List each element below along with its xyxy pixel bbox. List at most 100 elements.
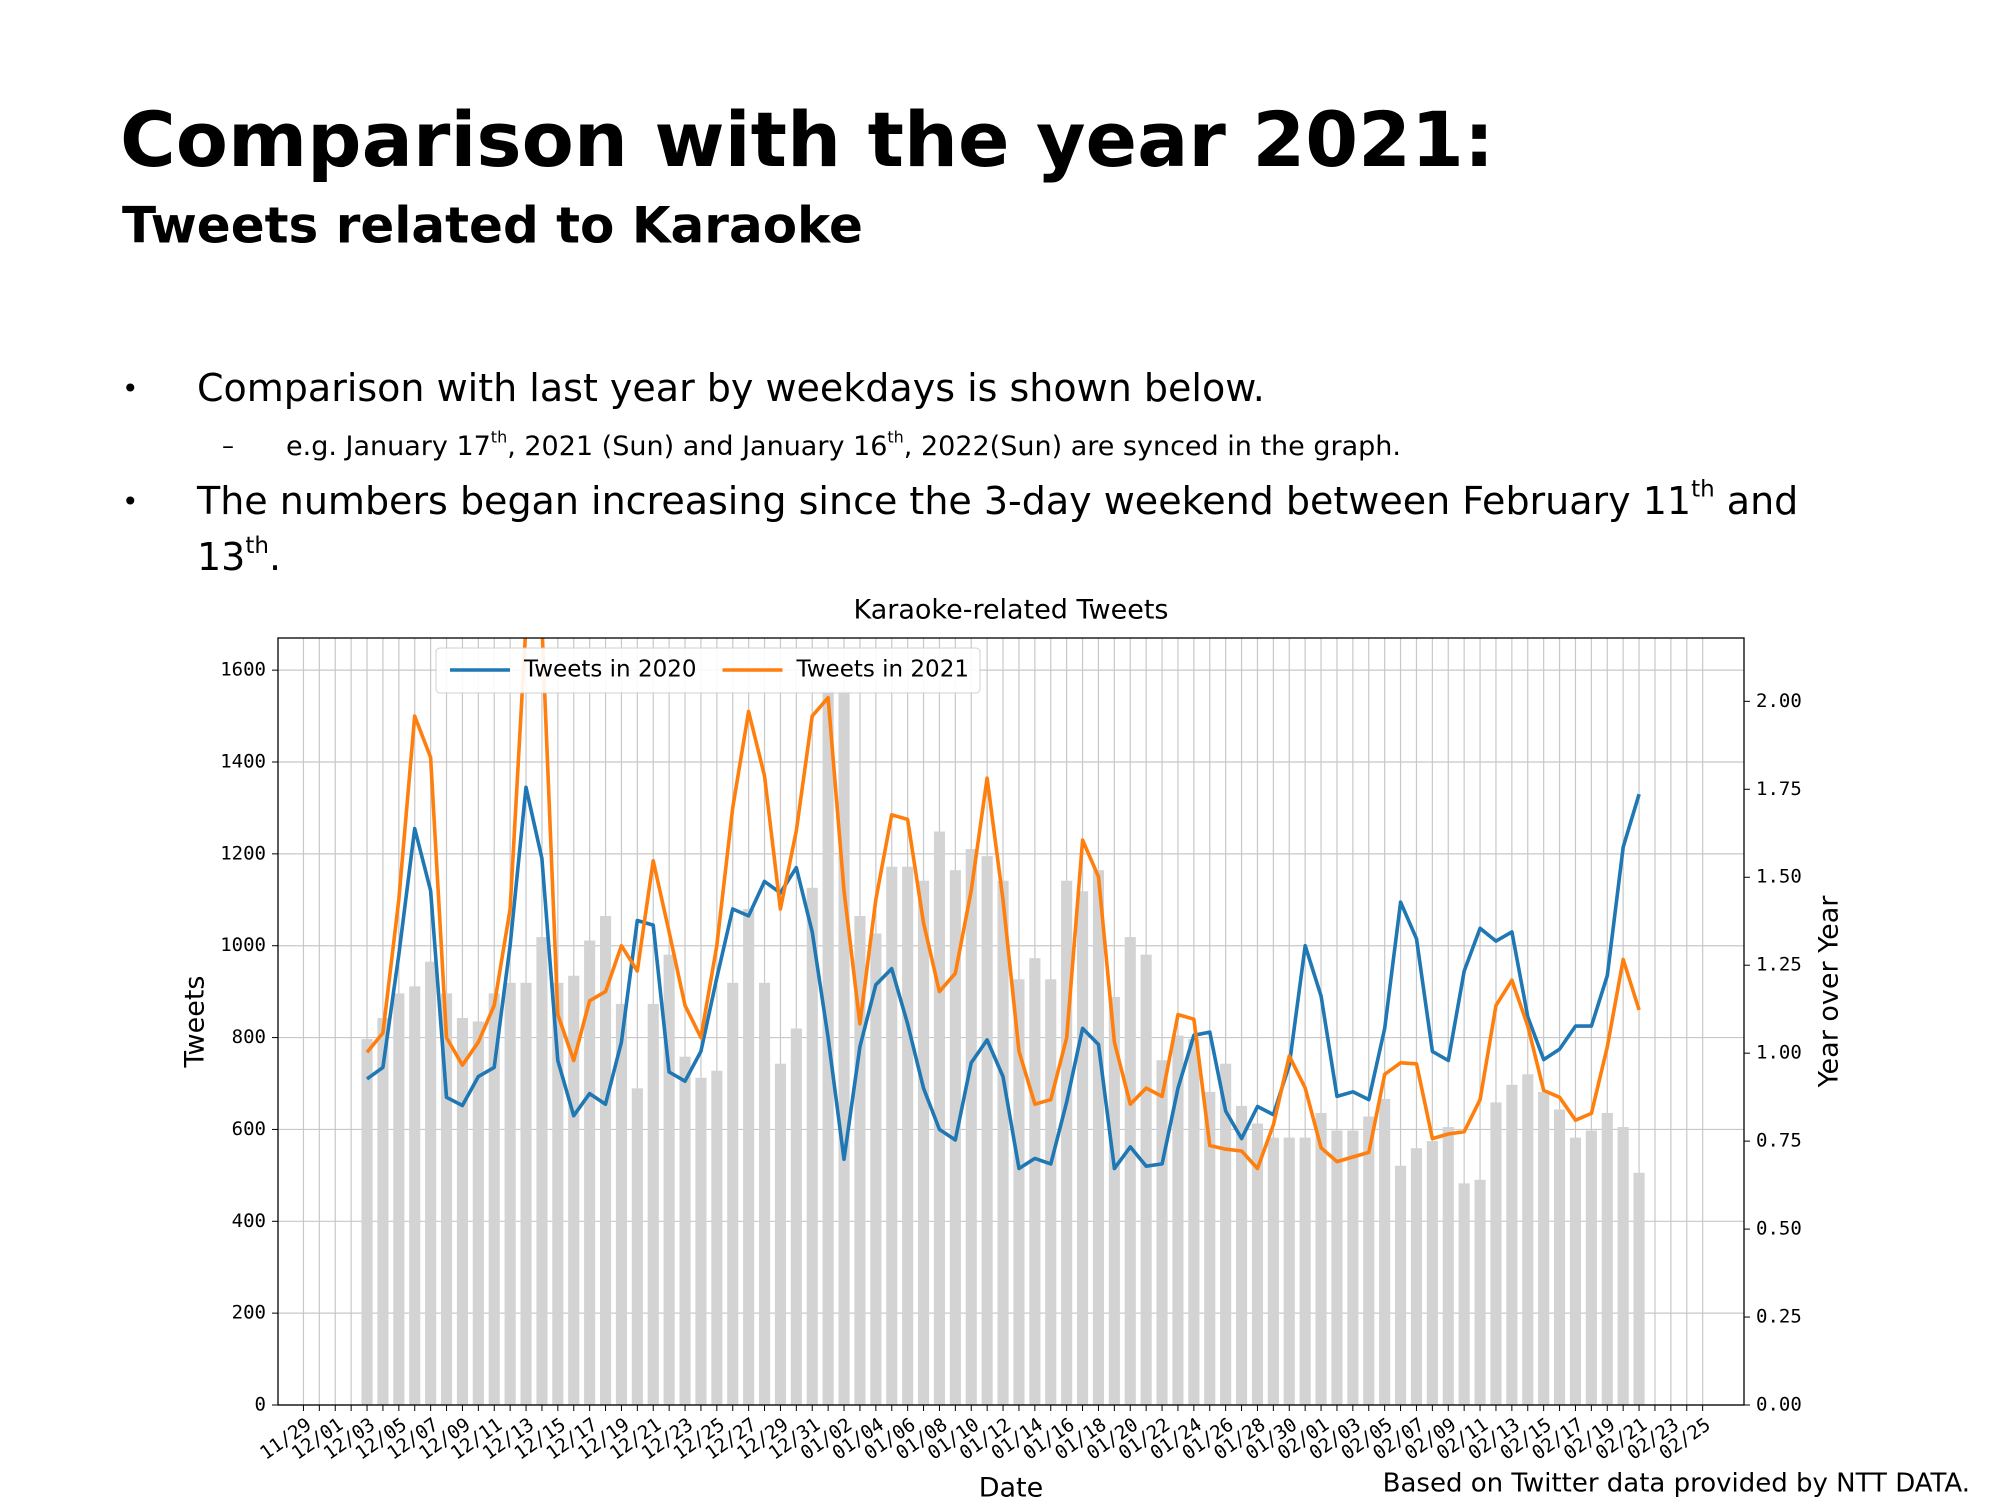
bullet-dot: • bbox=[122, 372, 139, 405]
y2-tick-label: 1.75 bbox=[1756, 778, 1802, 800]
bar bbox=[1045, 979, 1057, 1405]
y-tick-label: 800 bbox=[232, 1026, 266, 1048]
bar bbox=[504, 982, 516, 1405]
bar bbox=[1029, 958, 1041, 1405]
bar bbox=[1474, 1179, 1486, 1405]
bar bbox=[1108, 996, 1120, 1405]
bar bbox=[1076, 891, 1089, 1405]
text-part: e.g. January 17 bbox=[286, 431, 491, 462]
bar bbox=[838, 690, 850, 1405]
bar bbox=[393, 993, 405, 1405]
bar bbox=[711, 1070, 723, 1405]
chart-title: Karaoke-related Tweets bbox=[853, 595, 1168, 626]
subtitle: Tweets related to Karaoke bbox=[122, 197, 863, 255]
bar bbox=[902, 866, 914, 1405]
superscript: th bbox=[1691, 476, 1715, 502]
bar bbox=[425, 961, 437, 1405]
superscript: th bbox=[491, 427, 507, 446]
bar bbox=[615, 1003, 628, 1405]
y2-tick-label: 0.75 bbox=[1756, 1130, 1802, 1152]
bar bbox=[1204, 1091, 1216, 1405]
bar bbox=[1267, 1137, 1279, 1405]
bar bbox=[552, 982, 564, 1405]
bar bbox=[1140, 954, 1152, 1405]
bar bbox=[790, 1028, 802, 1405]
bar bbox=[584, 940, 596, 1405]
text-part: , 2021 (Sun) and January 16 bbox=[507, 431, 887, 462]
chart: 0 200 400 600 800 1000 1200 1400 1600 0.00 0.25 0.5… bbox=[180, 595, 1845, 1504]
bar bbox=[631, 1088, 643, 1405]
y2-tick-label: 0.00 bbox=[1756, 1394, 1802, 1416]
bar bbox=[1538, 1091, 1550, 1405]
legend-label: Tweets in 2021 bbox=[795, 657, 968, 683]
bar bbox=[806, 887, 818, 1405]
bar bbox=[743, 908, 755, 1405]
bullet-text: The numbers began increasing since the 3… bbox=[196, 476, 1798, 522]
y-tick-label: 1600 bbox=[220, 659, 266, 681]
bar bbox=[1458, 1183, 1470, 1405]
bar bbox=[1569, 1137, 1582, 1405]
bar bbox=[1251, 1123, 1264, 1405]
bar bbox=[965, 849, 977, 1405]
bar bbox=[1220, 1063, 1232, 1405]
line-series bbox=[365, 638, 1641, 1171]
bar bbox=[917, 880, 930, 1405]
y-tick-label: 1000 bbox=[220, 934, 266, 956]
bullet-text: e.g. January 17th, 2021 (Sun) and Januar… bbox=[286, 427, 1401, 461]
bar bbox=[1347, 1130, 1359, 1405]
bar bbox=[981, 856, 993, 1405]
bar bbox=[679, 1056, 691, 1405]
bar bbox=[1426, 1141, 1438, 1405]
bar bbox=[695, 1077, 707, 1405]
bar bbox=[409, 986, 421, 1405]
superscript: th bbox=[887, 427, 903, 446]
bar bbox=[774, 1063, 787, 1405]
bar bbox=[727, 982, 739, 1405]
title: Comparison with the year 2021: bbox=[120, 95, 1494, 184]
bar bbox=[599, 915, 612, 1405]
y2-tick-label: 2.00 bbox=[1756, 690, 1802, 712]
bar bbox=[1124, 937, 1136, 1405]
bar bbox=[1379, 1098, 1391, 1405]
bar bbox=[1363, 1116, 1375, 1405]
legend-label: Tweets in 2020 bbox=[523, 657, 696, 683]
y-axis-label: Tweets bbox=[180, 976, 211, 1069]
bar bbox=[1506, 1084, 1518, 1405]
bar bbox=[1013, 979, 1025, 1405]
bar bbox=[1299, 1137, 1311, 1405]
bar bbox=[536, 937, 548, 1405]
y-tick-label: 1200 bbox=[220, 842, 266, 864]
bar bbox=[440, 993, 453, 1405]
bar bbox=[1442, 1127, 1454, 1405]
bar bbox=[1283, 1137, 1295, 1405]
plot-frame bbox=[277, 637, 1745, 1406]
y2-tick-label: 1.00 bbox=[1756, 1042, 1802, 1064]
y-tick-label: 1400 bbox=[220, 751, 266, 773]
text-part: Comparison with last year by weekdays is… bbox=[197, 366, 1265, 410]
bullets: • Comparison with last year by weekdays i… bbox=[122, 366, 1798, 579]
bar bbox=[488, 993, 500, 1405]
bar bbox=[377, 1017, 389, 1405]
text-part: . bbox=[269, 535, 281, 579]
bar bbox=[568, 975, 580, 1405]
bar bbox=[854, 915, 866, 1405]
y2-tick-label: 1.50 bbox=[1756, 866, 1802, 888]
bar bbox=[647, 1003, 659, 1405]
y2-tick-label: 0.50 bbox=[1756, 1218, 1802, 1240]
y2-axis-label: Year over Year bbox=[1814, 895, 1845, 1089]
bar bbox=[1235, 1105, 1248, 1405]
line-series bbox=[365, 785, 1641, 1171]
bar bbox=[1092, 870, 1105, 1405]
bar bbox=[997, 880, 1009, 1405]
bar bbox=[361, 1039, 373, 1405]
bar bbox=[870, 933, 882, 1405]
y-tick-label: 0 bbox=[255, 1394, 266, 1416]
bar bbox=[1394, 1165, 1407, 1405]
bar bbox=[1553, 1109, 1566, 1405]
bullet-text: 13th. bbox=[197, 533, 281, 579]
bar bbox=[1172, 1035, 1184, 1405]
bar bbox=[663, 954, 675, 1405]
bar bbox=[1522, 1074, 1534, 1405]
bar bbox=[520, 982, 532, 1405]
